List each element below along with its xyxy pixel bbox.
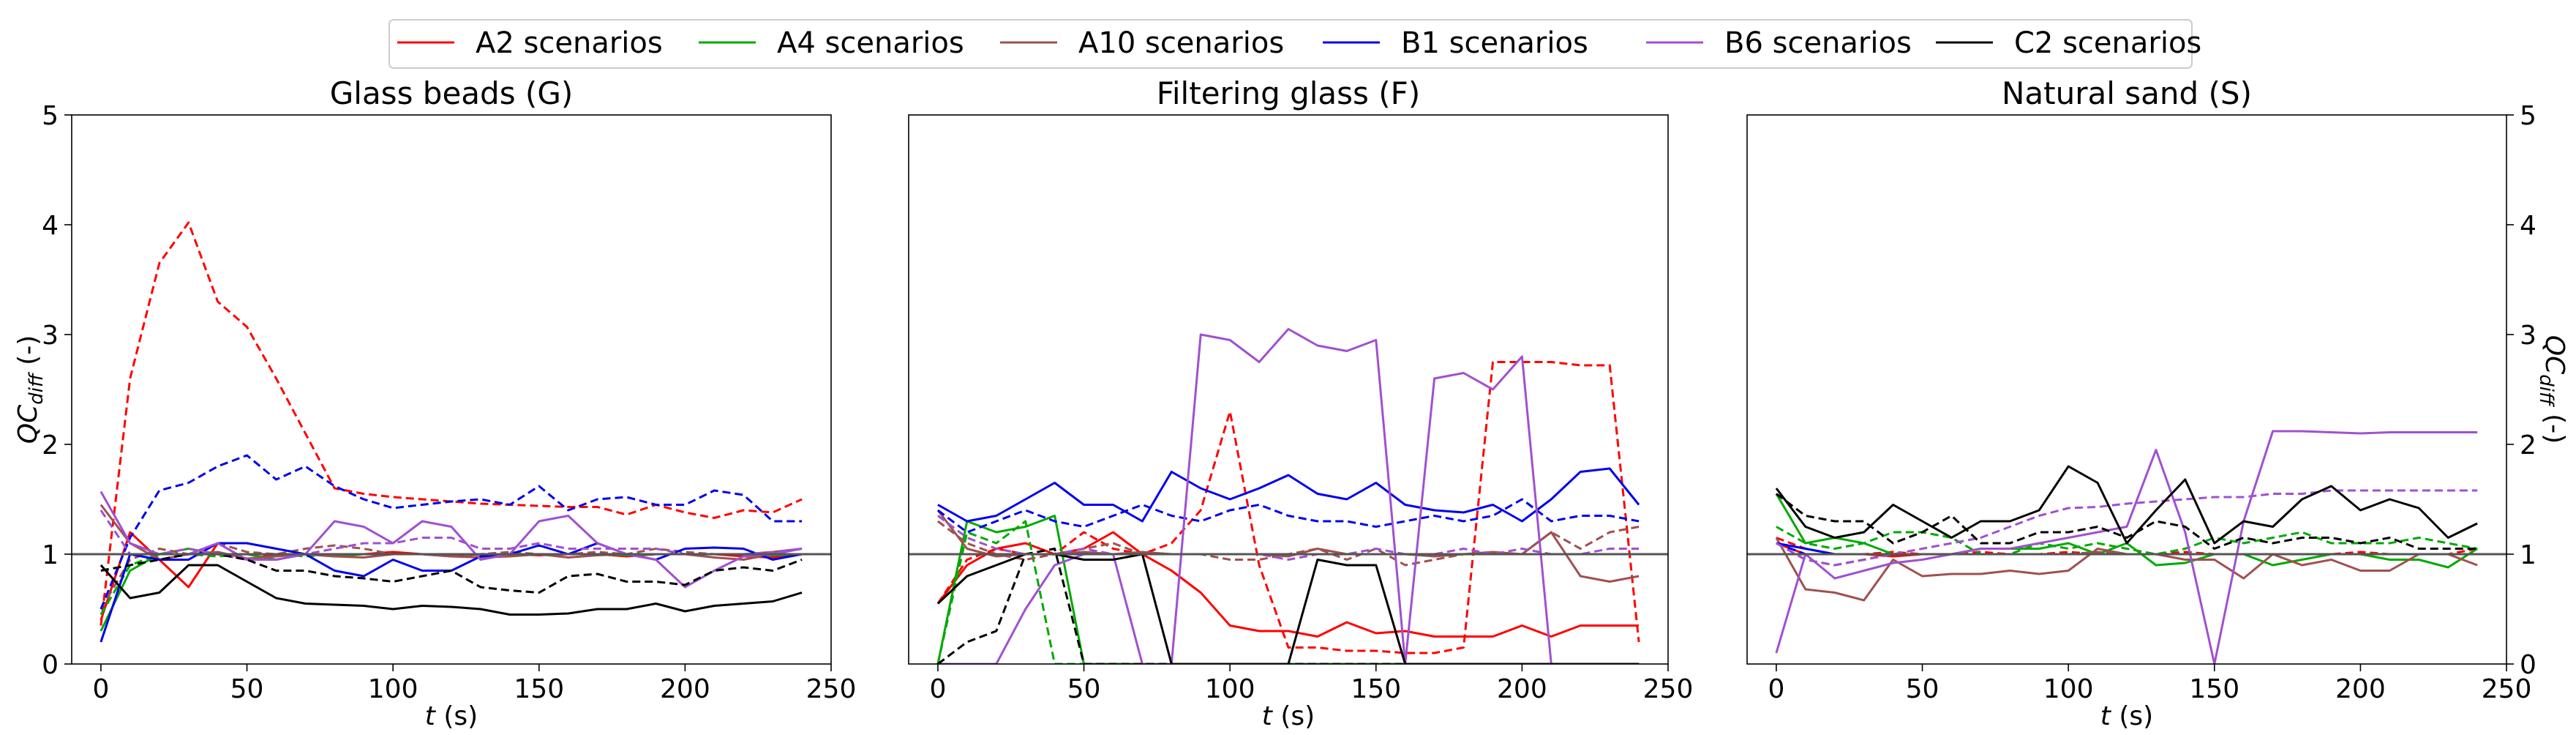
x-tick-label: 100 [2043,674,2094,704]
x-tick-label: 0 [1768,674,1784,704]
y-tick-label: 0 [42,650,59,680]
series-line-b6-solid [937,328,1640,664]
y-tick-label: 3 [42,321,59,351]
x-tick-label: 100 [1205,674,1255,704]
series-line-b1-dashed [99,454,803,610]
legend-label-b6: B6 scenarios [1724,26,1912,60]
series-line-a2-dashed [99,221,803,626]
legend-box [388,19,2193,69]
x-tick-label: 150 [2189,674,2239,704]
legend-entry-a10: A10 scenarios [1000,26,1284,60]
series-line-c2-dashed [1775,493,2478,550]
series-line-b1-solid [937,467,1640,523]
y-tick-label: 5 [42,101,59,131]
x-axis-label: t (s) [1262,701,1315,731]
y-axis-label-subscript: diff [2535,374,2557,408]
x-axis-label-main: t [425,701,437,731]
series-line-c2-dashed [936,548,1640,664]
x-tick-label: 150 [1351,674,1401,704]
y-tick-label: 0 [2520,650,2536,680]
x-tick-label: 50 [230,674,264,704]
x-tick-label: 250 [1643,674,1694,704]
y-tick-label: 1 [2520,540,2536,570]
x-tick-label: 250 [2482,674,2532,704]
x-tick-label: 200 [2335,674,2386,704]
x-tick-label: 150 [514,674,564,704]
x-axis-label: t (s) [2100,701,2153,731]
series-line-a4-dashed [1776,526,2478,556]
series-line-b6-solid [99,490,803,589]
x-axis-label-suffix: (s) [435,701,478,731]
y-tick-label: 2 [42,430,59,460]
y-tick-label: 4 [2520,211,2536,241]
y-axis-label-suffix: (-) [2539,406,2569,444]
x-axis-label-suffix: (s) [2111,701,2153,731]
legend-entry-c2: C2 scenarios [1936,26,2201,60]
y-axis-label-suffix: (-) [13,335,43,374]
panel-2: Filtering glass (F) 0 50 100 150 200 250 t (s) [908,75,1694,731]
x-axis-label-suffix: (s) [1272,701,1315,731]
legend-label-b1: B1 scenarios [1401,26,1588,60]
x-tick-label: 200 [660,674,710,704]
legend-label-a4: A4 scenarios [777,26,964,60]
y-tick-label: 2 [2520,430,2536,460]
y-axis-label-main: QC [13,404,43,444]
y-tick-label: 4 [42,211,59,241]
x-axis-label: t (s) [425,701,478,731]
y-tick-label: 5 [2520,101,2536,131]
x-axis-label-main: t [1262,701,1274,731]
axes-frame [71,114,832,665]
x-tick-label: 50 [1067,674,1101,704]
series-line-a4-solid [936,515,1640,664]
panel-3: Natural sand (S) 0 50 100 150 200 250 t (s) 0 1 2 3… [1746,75,2569,731]
x-tick-label: 100 [368,674,418,704]
legend-entry-b1: B1 scenarios [1323,26,1588,60]
y-axis-label-main: QC [2539,335,2569,375]
y-axis-label: QCdiff (-) [13,335,48,444]
series-line-b1-dashed [936,498,1640,534]
legend-entry-b6: B6 scenarios [1646,26,1912,60]
x-tick-label: 250 [806,674,857,704]
series-line-c2-solid [1775,465,2478,545]
legend-label-a10: A10 scenarios [1078,26,1284,60]
legend-entry-a2: A2 scenarios [397,26,663,60]
y-axis-label-subscript: diff [26,371,48,405]
series-line-b6-solid [1775,430,2478,664]
panel-title: Natural sand (S) [2002,75,2252,111]
legend-label-c2: C2 scenarios [2014,26,2201,60]
series-line-c2-solid [99,564,803,616]
legend-label-a2: A2 scenarios [476,26,663,60]
axes-frame [908,114,1669,665]
panel-1: Glass beads (G) 0 50 100 150 200 250 t (s) 0 1 2 3 4… [13,75,856,731]
series-line-b6-dashed [1776,489,2478,567]
panel-title: Filtering glass (F) [1157,75,1420,111]
x-tick-label: 0 [929,674,946,704]
x-tick-label: 50 [1906,674,1939,704]
axes-frame [1746,114,2507,665]
y-tick-label: 1 [42,540,59,570]
panel-title: Glass beads (G) [330,75,574,111]
x-tick-label: 0 [92,674,109,704]
y-axis-label: QCdiff (-) [2535,335,2569,444]
x-axis-label-main: t [2100,701,2112,731]
y-tick-label: 3 [2520,321,2536,351]
x-tick-label: 200 [1497,674,1547,704]
legend-entry-a4: A4 scenarios [699,26,964,60]
